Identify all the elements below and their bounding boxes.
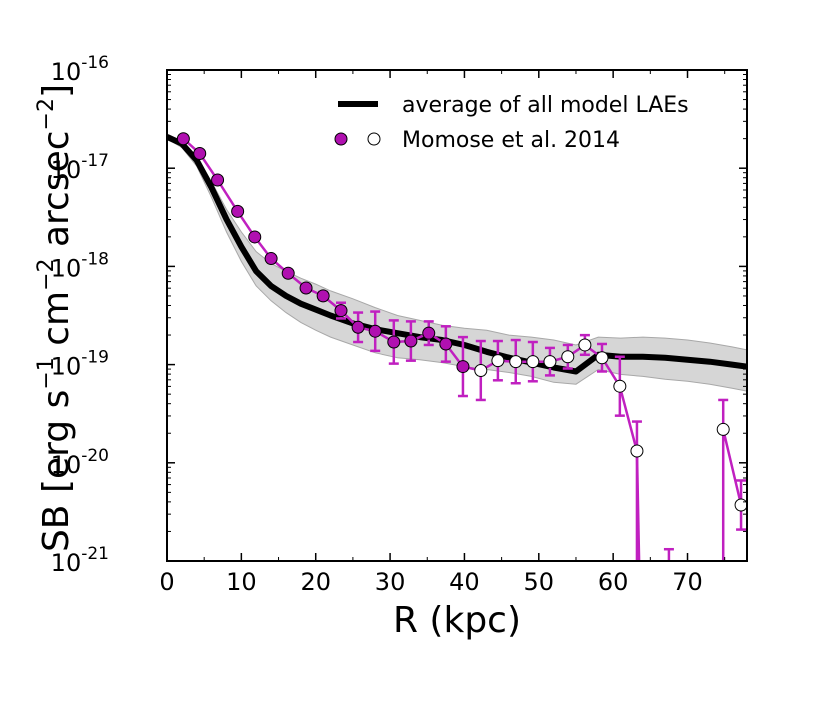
data-point-open: [595, 351, 609, 365]
data-point-open: [613, 379, 627, 393]
plot-frame: [166, 69, 748, 562]
data-point-filled: [176, 132, 190, 146]
data-point-filled: [368, 324, 382, 338]
data-point-open: [630, 444, 644, 458]
data-point-filled: [439, 337, 453, 351]
data-point-open: [509, 355, 523, 369]
x-tick-label: 20: [300, 568, 331, 596]
x-tick-label: 70: [672, 568, 703, 596]
data-point-filled: [299, 281, 313, 295]
data-point-filled: [334, 304, 348, 318]
y-tick-label: 10-17: [51, 151, 109, 184]
y-tick-label: 10-20: [51, 446, 109, 479]
data-point-open: [491, 354, 505, 368]
momose-connecting-line: [182, 137, 743, 506]
legend-model-label: average of all model LAEs: [402, 93, 689, 118]
data-point-filled: [264, 252, 278, 266]
x-tick-label: 0: [159, 568, 174, 596]
y-tick-label: 10-16: [51, 53, 109, 86]
data-point-open: [578, 338, 592, 352]
data-point-filled: [248, 230, 262, 244]
data-point-open: [526, 355, 540, 369]
x-tick-label: 10: [226, 568, 257, 596]
x-tick-label: 30: [375, 568, 406, 596]
y-axis-title: SB [erg s−1 cm−2 arcsec−2]: [34, 84, 77, 552]
data-point-filled: [456, 360, 470, 374]
model-scatter-band: [167, 134, 747, 392]
x-tick-label: 40: [449, 568, 480, 596]
legend-observed-open-marker: [367, 132, 381, 146]
data-point-filled: [387, 335, 401, 349]
data-point-filled: [316, 289, 330, 303]
y-tick-label: 10-18: [51, 249, 109, 282]
data-point-filled: [211, 173, 225, 187]
data-point-filled: [281, 266, 295, 280]
plot-area: [167, 132, 747, 561]
legend-observed-label: Momose et al. 2014: [402, 128, 620, 153]
legend: average of all model LAEs Momose et al. …: [334, 93, 689, 153]
data-point-filled: [351, 320, 365, 334]
y-tick-label: 10-21: [51, 544, 109, 577]
y-tick-label: 10-19: [51, 348, 109, 381]
data-point-open: [561, 350, 575, 364]
data-point-filled: [193, 146, 207, 160]
data-point-open: [734, 498, 747, 512]
data-point-filled: [231, 204, 245, 218]
data-point-open: [474, 363, 488, 377]
legend-observed-filled-marker: [334, 132, 348, 146]
x-tick-label: 50: [524, 568, 555, 596]
x-axis-title: R (kpc): [393, 600, 521, 641]
data-point-open: [716, 422, 730, 436]
x-tick-label: 60: [598, 568, 629, 596]
data-point-filled: [404, 334, 418, 348]
data-point-filled: [422, 326, 436, 340]
data-point-open: [543, 355, 557, 369]
